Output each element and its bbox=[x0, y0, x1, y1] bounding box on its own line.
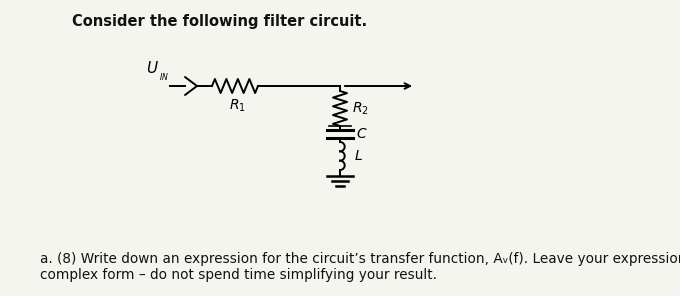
Text: $L$: $L$ bbox=[354, 149, 363, 163]
Text: $U$: $U$ bbox=[146, 60, 158, 76]
Text: complex form – do not spend time simplifying your result.: complex form – do not spend time simplif… bbox=[40, 268, 437, 282]
Text: Consider the following filter circuit.: Consider the following filter circuit. bbox=[72, 14, 367, 29]
Text: $R_1$: $R_1$ bbox=[228, 98, 245, 114]
Text: $R_2$: $R_2$ bbox=[352, 100, 369, 117]
Text: $_{IN}$: $_{IN}$ bbox=[159, 72, 169, 84]
Text: $C$: $C$ bbox=[356, 127, 368, 141]
Text: a. (8) Write down an expression for the circuit’s transfer function, Aᵥ(f). Leav: a. (8) Write down an expression for the … bbox=[40, 252, 680, 266]
